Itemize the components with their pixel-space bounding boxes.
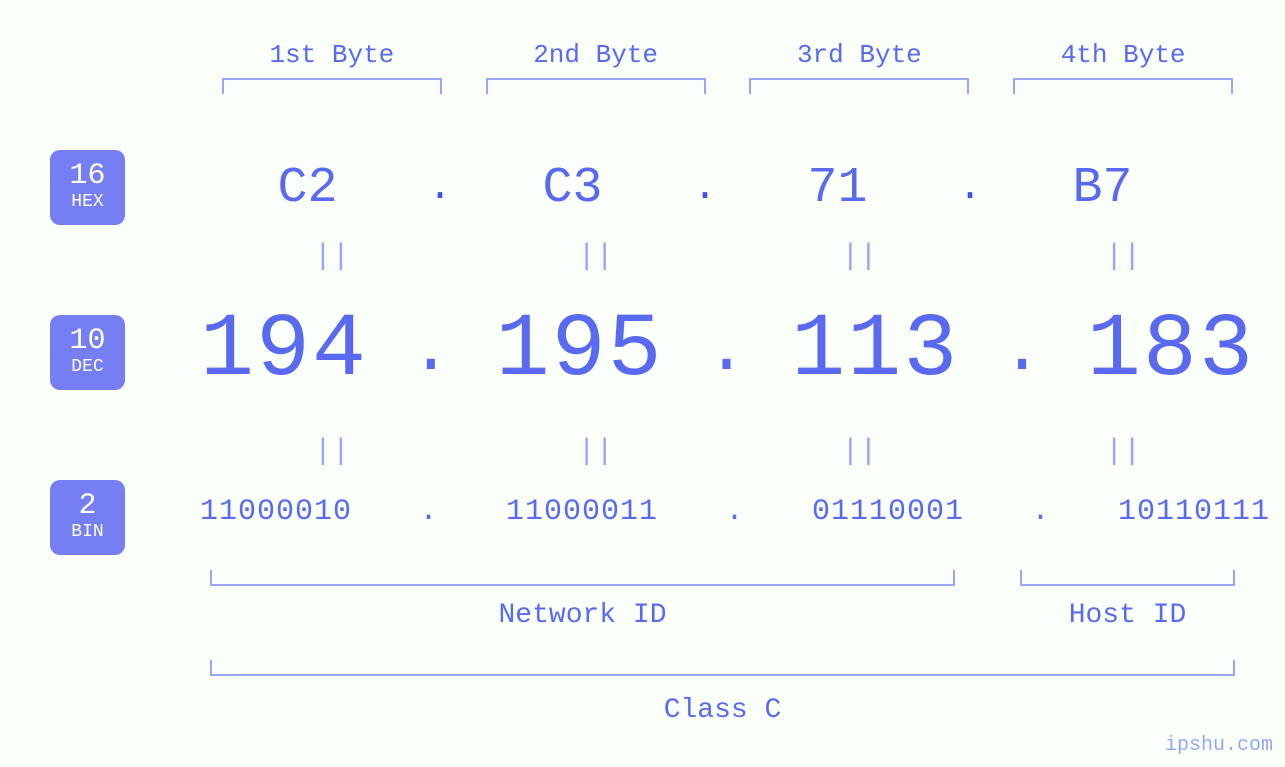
bin-badge: 2 BIN	[50, 480, 125, 555]
dec-row: 194 . 195 . 113 . 183	[200, 300, 1255, 402]
dec-dot-1: .	[410, 312, 454, 391]
dec-badge-name: DEC	[71, 356, 103, 379]
hex-2: C3	[465, 160, 680, 217]
eq-row-1: || || || ||	[200, 240, 1255, 274]
bin-2: 11000011	[506, 495, 658, 529]
bin-1: 11000010	[200, 495, 352, 529]
bin-dot-2: .	[725, 495, 744, 529]
byte-label-2-text: 2nd Byte	[533, 40, 658, 70]
class-bracket	[210, 660, 1235, 676]
hex-dot-1: .	[415, 166, 465, 211]
byte-label-1-text: 1st Byte	[269, 40, 394, 70]
eq-row-2: || || || ||	[200, 435, 1255, 469]
dec-badge-num: 10	[69, 326, 105, 356]
dec-1: 194	[200, 300, 368, 402]
hex-dot-3: .	[945, 166, 995, 211]
byte-label-4: 4th Byte	[991, 40, 1255, 94]
host-id-bracket	[1020, 570, 1235, 586]
bin-badge-num: 2	[78, 491, 96, 521]
byte-label-3: 3rd Byte	[728, 40, 992, 94]
hex-badge: 16 HEX	[50, 150, 125, 225]
hex-4: B7	[995, 160, 1210, 217]
hex-3: 71	[730, 160, 945, 217]
dec-3: 113	[791, 300, 959, 402]
bracket-1	[222, 78, 442, 94]
dec-2: 195	[496, 300, 664, 402]
eq-2-4: ||	[991, 435, 1255, 469]
network-id-label: Network ID	[210, 600, 955, 631]
eq-1-3: ||	[728, 240, 992, 274]
host-id-label: Host ID	[1020, 600, 1235, 631]
dec-badge: 10 DEC	[50, 315, 125, 390]
byte-label-4-text: 4th Byte	[1061, 40, 1186, 70]
eq-2-3: ||	[728, 435, 992, 469]
dec-dot-2: .	[705, 312, 749, 391]
dec-4: 183	[1087, 300, 1255, 402]
eq-1-2: ||	[464, 240, 728, 274]
bin-dot-3: .	[1031, 495, 1050, 529]
eq-2-2: ||	[464, 435, 728, 469]
byte-labels-row: 1st Byte 2nd Byte 3rd Byte 4th Byte	[200, 40, 1255, 94]
hex-dot-2: .	[680, 166, 730, 211]
hex-1: C2	[200, 160, 415, 217]
byte-label-2: 2nd Byte	[464, 40, 728, 94]
bracket-4	[1013, 78, 1233, 94]
ip-diagram: 1st Byte 2nd Byte 3rd Byte 4th Byte 16 H…	[0, 0, 1285, 767]
eq-1-1: ||	[200, 240, 464, 274]
bracket-3	[749, 78, 969, 94]
bin-dot-1: .	[420, 495, 439, 529]
hex-badge-num: 16	[69, 161, 105, 191]
eq-2-1: ||	[200, 435, 464, 469]
network-id-bracket	[210, 570, 955, 586]
hex-badge-name: HEX	[71, 191, 103, 214]
hex-row: C2 . C3 . 71 . B7	[200, 160, 1255, 217]
eq-1-4: ||	[991, 240, 1255, 274]
byte-label-1: 1st Byte	[200, 40, 464, 94]
class-label: Class C	[210, 695, 1235, 726]
watermark: ipshu.com	[1165, 734, 1273, 757]
bin-3: 01110001	[812, 495, 964, 529]
dec-dot-3: .	[1001, 312, 1045, 391]
bin-row: 11000010 . 11000011 . 01110001 . 1011011…	[200, 495, 1270, 529]
bracket-2	[486, 78, 706, 94]
bin-4: 10110111	[1118, 495, 1270, 529]
bin-badge-name: BIN	[71, 521, 103, 544]
byte-label-3-text: 3rd Byte	[797, 40, 922, 70]
